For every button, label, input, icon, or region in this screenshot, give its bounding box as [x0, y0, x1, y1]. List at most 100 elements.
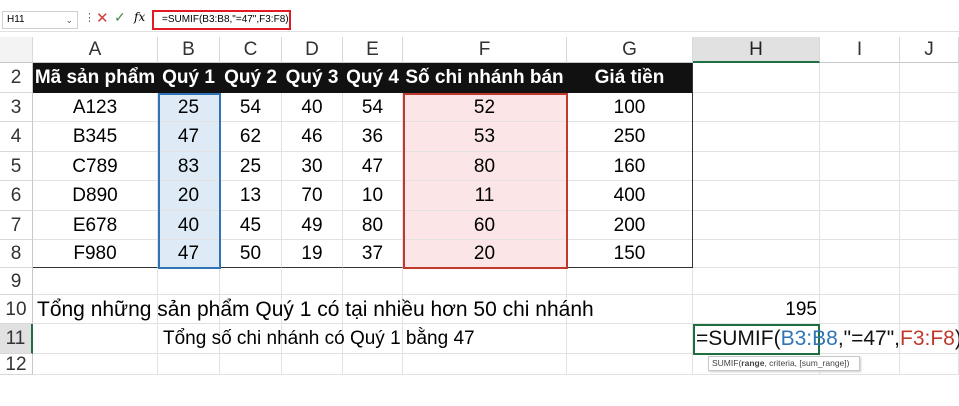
table-cell[interactable]: 50 [220, 240, 282, 268]
table-cell[interactable]: 47 [158, 122, 220, 152]
cell[interactable] [343, 354, 403, 375]
table-cell[interactable]: 25 [158, 93, 220, 122]
table-cell[interactable]: 13 [220, 181, 282, 211]
cell[interactable] [820, 295, 900, 324]
table-header-cell[interactable]: Quý 4 [343, 63, 403, 93]
table-cell[interactable]: 30 [282, 152, 343, 181]
cell[interactable] [403, 324, 567, 354]
cell[interactable] [900, 181, 959, 211]
column-header-D[interactable]: D [282, 37, 343, 63]
cell[interactable] [693, 122, 820, 152]
table-cell[interactable]: 200 [567, 211, 693, 240]
cell[interactable] [33, 354, 158, 375]
row-header-8[interactable]: 8 [0, 240, 33, 268]
cell[interactable] [567, 268, 693, 295]
table-cell[interactable]: 47 [343, 152, 403, 181]
cell[interactable] [693, 268, 820, 295]
table-cell[interactable]: F980 [33, 240, 158, 268]
cell[interactable] [158, 324, 220, 354]
cell[interactable] [820, 152, 900, 181]
table-header-cell[interactable]: Quý 3 [282, 63, 343, 93]
row-header-9[interactable]: 9 [0, 268, 33, 295]
table-cell[interactable]: 10 [343, 181, 403, 211]
cell[interactable] [900, 240, 959, 268]
table-cell[interactable]: E678 [33, 211, 158, 240]
row-header-5[interactable]: 5 [0, 152, 33, 181]
row-header-2[interactable]: 2 [0, 63, 33, 93]
cell[interactable] [403, 268, 567, 295]
row-header-12[interactable]: 12 [0, 354, 33, 375]
cell[interactable] [900, 211, 959, 240]
more-icon[interactable]: ⋮ [84, 12, 95, 24]
cell[interactable] [567, 295, 693, 324]
table-cell[interactable]: 46 [282, 122, 343, 152]
active-cell-h11[interactable] [693, 324, 820, 355]
table-header-cell[interactable]: Số chi nhánh bán [403, 63, 567, 93]
column-header-J[interactable]: J [900, 37, 959, 63]
table-cell[interactable]: B345 [33, 122, 158, 152]
cell[interactable] [900, 63, 959, 93]
cell[interactable] [282, 354, 343, 375]
row-header-3[interactable]: 3 [0, 93, 33, 122]
table-cell[interactable]: 45 [220, 211, 282, 240]
row-header-10[interactable]: 10 [0, 295, 33, 324]
table-cell[interactable]: A123 [33, 93, 158, 122]
cell[interactable] [820, 268, 900, 295]
row-header-4[interactable]: 4 [0, 122, 33, 152]
cell[interactable] [900, 93, 959, 122]
cell[interactable] [820, 181, 900, 211]
cell[interactable] [343, 268, 403, 295]
cell[interactable] [693, 240, 820, 268]
cell[interactable] [343, 295, 403, 324]
cell[interactable] [693, 211, 820, 240]
table-cell[interactable]: 80 [343, 211, 403, 240]
column-header-G[interactable]: G [567, 37, 693, 63]
cell[interactable] [900, 268, 959, 295]
cell[interactable] [900, 152, 959, 181]
row-header-7[interactable]: 7 [0, 211, 33, 240]
table-cell[interactable]: 250 [567, 122, 693, 152]
table-cell[interactable]: 80 [403, 152, 567, 181]
table-cell[interactable]: 47 [158, 240, 220, 268]
cell[interactable] [693, 152, 820, 181]
cell[interactable] [282, 295, 343, 324]
row-header-11[interactable]: 11 [0, 324, 33, 354]
column-header-E[interactable]: E [343, 37, 403, 63]
table-cell[interactable]: 40 [282, 93, 343, 122]
cell[interactable] [403, 354, 567, 375]
table-cell[interactable]: 54 [220, 93, 282, 122]
column-header-A[interactable]: A [33, 37, 158, 63]
cell[interactable] [282, 324, 343, 354]
cell[interactable] [158, 268, 220, 295]
cell[interactable] [33, 295, 158, 324]
cell[interactable] [693, 93, 820, 122]
table-cell[interactable]: 60 [403, 211, 567, 240]
table-cell[interactable]: 37 [343, 240, 403, 268]
table-header-cell[interactable]: Quý 1 [158, 63, 220, 93]
table-cell[interactable]: 36 [343, 122, 403, 152]
cell[interactable] [900, 295, 959, 324]
column-header-B[interactable]: B [158, 37, 220, 63]
table-cell[interactable]: 70 [282, 181, 343, 211]
table-header-cell[interactable]: Giá tiền [567, 63, 693, 93]
table-cell[interactable]: 150 [567, 240, 693, 268]
chevron-down-icon[interactable]: ⌄ [65, 15, 73, 25]
cell[interactable] [220, 324, 282, 354]
cell[interactable] [343, 324, 403, 354]
cell[interactable] [693, 181, 820, 211]
column-header-H[interactable]: H [693, 37, 820, 63]
select-all-corner[interactable] [0, 37, 33, 63]
cell[interactable] [158, 354, 220, 375]
table-cell[interactable]: C789 [33, 152, 158, 181]
cell[interactable] [403, 295, 567, 324]
cell[interactable] [820, 324, 900, 354]
cell[interactable] [158, 295, 220, 324]
table-header-cell[interactable]: Mã sản phẩm [33, 63, 158, 93]
table-cell[interactable]: 40 [158, 211, 220, 240]
row-header-6[interactable]: 6 [0, 181, 33, 211]
cell[interactable] [567, 324, 693, 354]
cell[interactable] [820, 63, 900, 93]
cell[interactable] [900, 122, 959, 152]
table-cell[interactable]: 25 [220, 152, 282, 181]
column-header-C[interactable]: C [220, 37, 282, 63]
